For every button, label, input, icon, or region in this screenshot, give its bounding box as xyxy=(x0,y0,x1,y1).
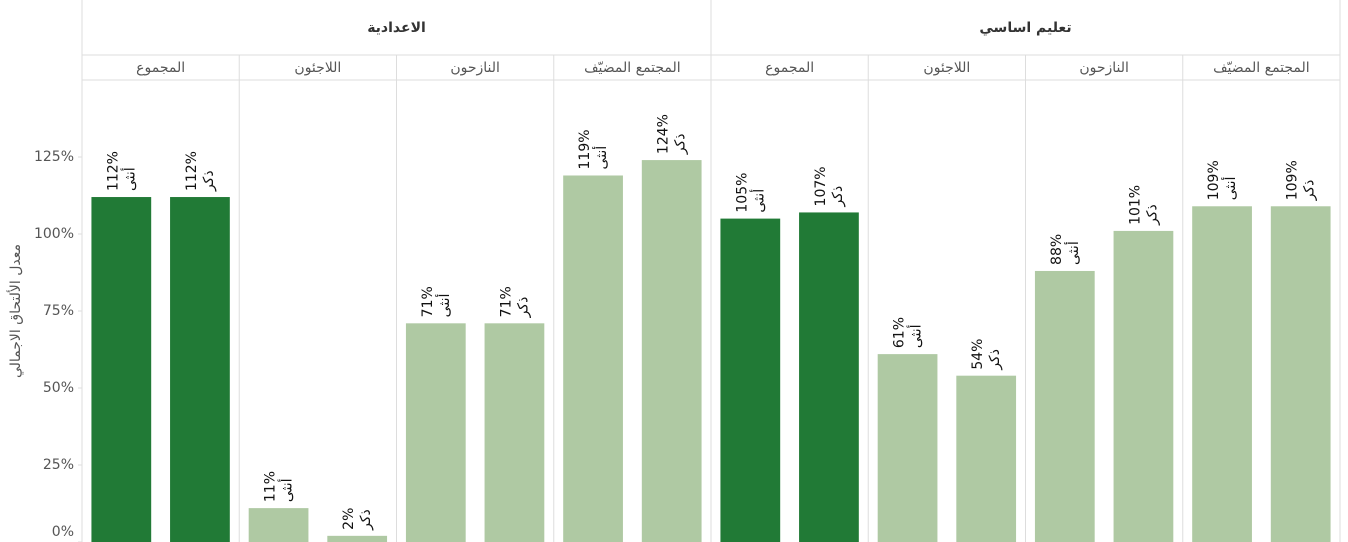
group-header: تعليم اساسي xyxy=(979,20,1071,36)
value-label: 71% xyxy=(420,286,436,317)
bar-category-label: أنثى xyxy=(120,167,138,191)
y-axis-label: معدل الألتحاق الاجمالي xyxy=(6,244,24,378)
bar xyxy=(877,354,938,542)
y-tick-label: 50% xyxy=(43,380,74,396)
value-label: 88% xyxy=(1049,234,1065,265)
bar-category-label: ذكر xyxy=(358,509,374,531)
bar xyxy=(170,197,230,542)
y-tick-label: 0% xyxy=(52,524,74,540)
value-label: 11% xyxy=(263,471,279,502)
bar xyxy=(720,218,781,542)
bar-category-label: أنثى xyxy=(435,294,453,318)
bar-category-label: أنثى xyxy=(278,478,296,502)
bar xyxy=(405,323,466,542)
bar xyxy=(327,535,388,542)
value-label: 54% xyxy=(970,339,986,370)
bar xyxy=(248,508,309,542)
bar xyxy=(1192,206,1252,542)
bar xyxy=(563,175,623,542)
value-label: 109% xyxy=(1206,160,1222,200)
value-label: 124% xyxy=(656,114,672,154)
value-label: 71% xyxy=(498,286,514,317)
y-tick-label: 100% xyxy=(34,226,74,242)
subgroup-header: المجموع xyxy=(136,60,185,76)
bar xyxy=(1270,206,1331,542)
bar-category-label: ذكر xyxy=(1302,180,1318,202)
subgroup-header: النازحون xyxy=(450,60,500,76)
value-label: 119% xyxy=(577,129,593,169)
bar xyxy=(1113,230,1174,542)
bar-category-label: ذكر xyxy=(1144,204,1160,226)
bar-category-label: ذكر xyxy=(515,297,531,319)
bar-category-label: أنثى xyxy=(1221,176,1239,200)
y-tick-label: 25% xyxy=(43,457,74,473)
bar-category-label: ذكر xyxy=(987,349,1003,371)
value-label: 61% xyxy=(892,317,908,348)
bar xyxy=(484,323,545,542)
value-label: 109% xyxy=(1285,160,1301,200)
bar-category-label: أنثى xyxy=(749,189,767,213)
bar-category-label: أنثى xyxy=(907,324,925,348)
value-label: 112% xyxy=(184,151,200,191)
bar xyxy=(799,212,859,542)
y-tick-label: 75% xyxy=(43,303,74,319)
value-label: 2% xyxy=(341,508,357,530)
bar-category-label: أنثى xyxy=(1064,241,1082,265)
bar-category-label: ذكر xyxy=(201,170,217,192)
subgroup-header: اللاجئون xyxy=(294,60,341,76)
subgroup-header: النازحون xyxy=(1079,60,1129,76)
bar xyxy=(956,375,1017,542)
bar-category-label: أنثى xyxy=(592,146,610,170)
group-header: الاعدادية xyxy=(367,20,426,36)
subgroup-header: اللاجئون xyxy=(923,60,970,76)
value-label: 101% xyxy=(1127,185,1143,225)
subgroup-header: المجتمع المضيّف xyxy=(1213,60,1310,76)
bar xyxy=(641,160,702,542)
bar xyxy=(1034,270,1095,542)
subgroup-header: المجتمع المضيّف xyxy=(584,60,681,76)
y-tick-label: 125% xyxy=(34,149,74,165)
value-label: 107% xyxy=(813,166,829,206)
bar-category-label: ذكر xyxy=(830,186,846,208)
bar-category-label: ذكر xyxy=(673,133,689,155)
value-label: 112% xyxy=(105,151,121,191)
bar xyxy=(91,197,152,542)
subgroup-header: المجموع xyxy=(765,60,814,76)
value-label: 105% xyxy=(734,173,750,213)
